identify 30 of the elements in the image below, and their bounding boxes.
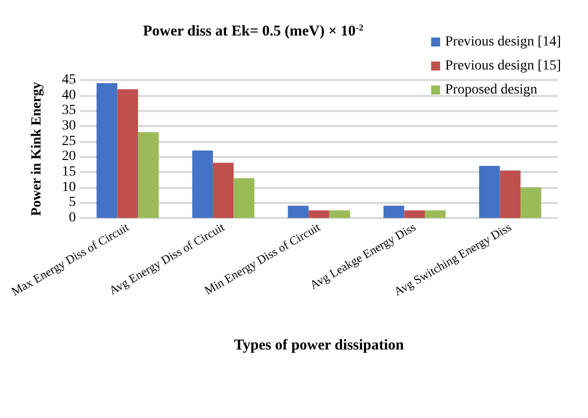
bar [212,162,234,218]
y-tick-label: 35 [62,103,76,118]
bar [424,210,446,218]
bar [500,170,521,218]
bar [138,132,159,218]
bar [383,206,404,218]
y-tick-label: 5 [68,195,76,210]
y-tick-label: 15 [62,164,76,180]
legend-label: Previous design [15] [445,58,562,74]
bar [234,178,254,218]
y-tick-label: 0 [68,210,76,226]
bar [96,83,118,218]
bar [288,206,309,218]
bar [479,166,500,218]
y-tick-label: 45 [62,72,76,88]
y-tick-label: 25 [62,134,76,149]
bar [192,150,213,218]
bar [329,210,350,218]
y-tick-label: 30 [62,118,76,134]
y-tick-label: 20 [62,149,76,164]
legend-label: Proposed design [445,82,538,98]
bar [117,89,138,218]
y-axis-title: Power in Kink Energy [29,82,44,216]
legend-label: Previous design [14] [445,34,562,50]
bar [520,187,542,218]
bar [308,210,330,218]
x-axis-title: Types of power dissipation [234,338,405,354]
bar [404,210,425,218]
y-tick-label: 40 [62,88,76,103]
y-tick-label: 10 [62,180,76,195]
